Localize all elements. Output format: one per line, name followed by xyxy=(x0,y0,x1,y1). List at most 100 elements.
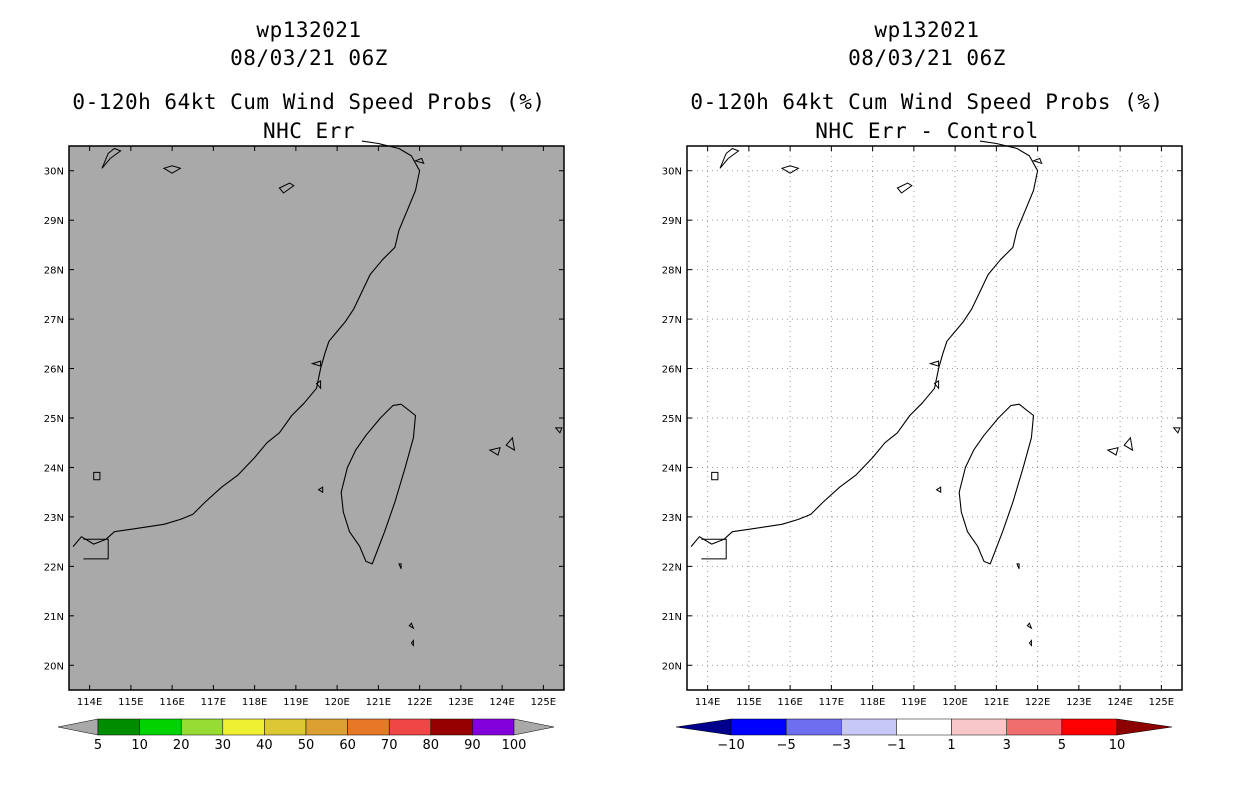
island-outline xyxy=(1028,639,1032,647)
y-tick-label: 25N xyxy=(662,414,682,425)
island-outline xyxy=(780,165,800,174)
island-outline xyxy=(896,182,913,194)
island-outline xyxy=(101,147,122,169)
island-outline xyxy=(1016,563,1020,569)
x-tick-label: 123E xyxy=(1066,697,1091,708)
x-tick-label: 122E xyxy=(407,697,432,708)
x-tick-label: 124E xyxy=(1107,697,1132,708)
colorbar-swatch xyxy=(305,718,348,736)
subtitle: NHC Err - Control xyxy=(815,119,1039,143)
colorbar-label: 1 xyxy=(947,738,955,753)
x-tick-label: 119E xyxy=(901,697,926,708)
x-tick-label: 117E xyxy=(201,697,226,708)
colorbar-swatch xyxy=(222,718,265,736)
x-tick-label: 118E xyxy=(860,697,885,708)
y-tick-label: 26N xyxy=(662,365,682,376)
island-outline xyxy=(488,447,501,456)
colorbar-over-arrow xyxy=(1116,718,1173,736)
island-outline xyxy=(935,486,942,494)
y-tick-label: 20N xyxy=(44,661,64,672)
colorbar-label: 5 xyxy=(1058,738,1066,753)
china-coastline xyxy=(72,140,421,547)
y-tick-label: 22N xyxy=(662,562,682,573)
colorbar-label: −1 xyxy=(887,738,906,753)
colorbar-swatch xyxy=(388,718,432,736)
colorbar-swatch xyxy=(430,718,473,736)
island-outline xyxy=(278,182,295,194)
x-tick-label: 124E xyxy=(489,697,514,708)
x-tick-label: 116E xyxy=(159,697,184,708)
colorbar-swatch xyxy=(1061,718,1118,736)
colorbar-label: 80 xyxy=(423,738,440,753)
map-background xyxy=(69,146,564,690)
y-tick-label: 29N xyxy=(44,216,64,227)
right-panel: wp132021 08/03/21 06Z 0-120h 64kt Cum Wi… xyxy=(618,0,1236,800)
colorbar-swatch xyxy=(896,718,952,736)
island-outline xyxy=(93,471,101,481)
x-tick-label: 114E xyxy=(695,697,720,708)
x-tick-label: 114E xyxy=(77,697,102,708)
x-tick-label: 125E xyxy=(531,697,556,708)
colorbar-under-arrow xyxy=(57,718,99,736)
x-tick-label: 117E xyxy=(819,697,844,708)
island-outline xyxy=(310,360,322,367)
y-tick-label: 23N xyxy=(662,513,682,524)
date-title: 08/03/21 06Z xyxy=(848,46,1006,70)
colorbar-label: 10 xyxy=(1109,738,1126,753)
x-tick-label: 122E xyxy=(1025,697,1050,708)
x-tick-label: 120E xyxy=(324,697,349,708)
island-outline xyxy=(317,486,324,494)
y-tick-label: 27N xyxy=(44,315,64,326)
x-tick-label: 115E xyxy=(736,697,761,708)
x-tick-label: 115E xyxy=(118,697,143,708)
x-tick-label: 120E xyxy=(942,697,967,708)
colorbar-swatch xyxy=(841,718,897,736)
island-outline xyxy=(711,471,719,481)
x-tick-label: 116E xyxy=(777,697,802,708)
taiwan-outline xyxy=(958,403,1035,565)
island-outline xyxy=(554,427,563,434)
colorbar-label: −3 xyxy=(832,738,851,753)
colorbar-swatch xyxy=(1006,718,1063,736)
product-title: 0-120h 64kt Cum Wind Speed Probs (%) xyxy=(690,90,1164,114)
y-tick-label: 21N xyxy=(44,612,64,623)
island-outline xyxy=(413,157,425,165)
island-outline xyxy=(928,360,940,367)
x-tick-label: 123E xyxy=(448,697,473,708)
colorbar-label: 60 xyxy=(339,738,356,753)
island-outline xyxy=(1172,427,1181,434)
colorbar-swatch xyxy=(347,718,390,736)
colorbar-label: 100 xyxy=(502,738,527,753)
storm-id-title: wp132021 xyxy=(874,18,980,42)
y-tick-label: 21N xyxy=(662,612,682,623)
island-outline xyxy=(505,436,516,452)
left-panel: wp132021 08/03/21 06Z 0-120h 64kt Cum Wi… xyxy=(44,18,565,753)
colorbar-label: −10 xyxy=(717,738,744,753)
y-tick-label: 22N xyxy=(44,562,64,573)
colorbar-label: 50 xyxy=(298,738,315,753)
china-coastline xyxy=(690,140,1039,547)
colorbar-label: 40 xyxy=(256,738,273,753)
hong-kong-boundary xyxy=(83,538,109,560)
y-tick-label: 24N xyxy=(44,463,64,474)
island-outline xyxy=(1106,447,1119,456)
y-tick-label: 30N xyxy=(662,167,682,178)
y-tick-label: 26N xyxy=(44,365,64,376)
colorbar-label: 90 xyxy=(464,738,481,753)
hong-kong-boundary xyxy=(701,538,727,560)
y-tick-label: 27N xyxy=(662,315,682,326)
colorbar-swatch xyxy=(139,718,182,736)
island-outline xyxy=(410,639,414,647)
taiwan-outline xyxy=(340,403,417,565)
difference-map: 114E 115E 116E 117E 118E 119E 120E 121E 122E 123E… xyxy=(662,140,1183,753)
colorbar-label: 10 xyxy=(131,738,148,753)
colorbar-label: 20 xyxy=(173,738,190,753)
subtitle: NHC Err xyxy=(262,119,355,143)
x-tick-label: 121E xyxy=(984,697,1009,708)
y-tick-label: 20N xyxy=(662,661,682,672)
map-background xyxy=(687,146,1182,690)
island-outline xyxy=(719,147,740,169)
island-outline xyxy=(1031,157,1043,165)
island-outline xyxy=(398,563,402,569)
colorbar-label: 3 xyxy=(1003,738,1011,753)
